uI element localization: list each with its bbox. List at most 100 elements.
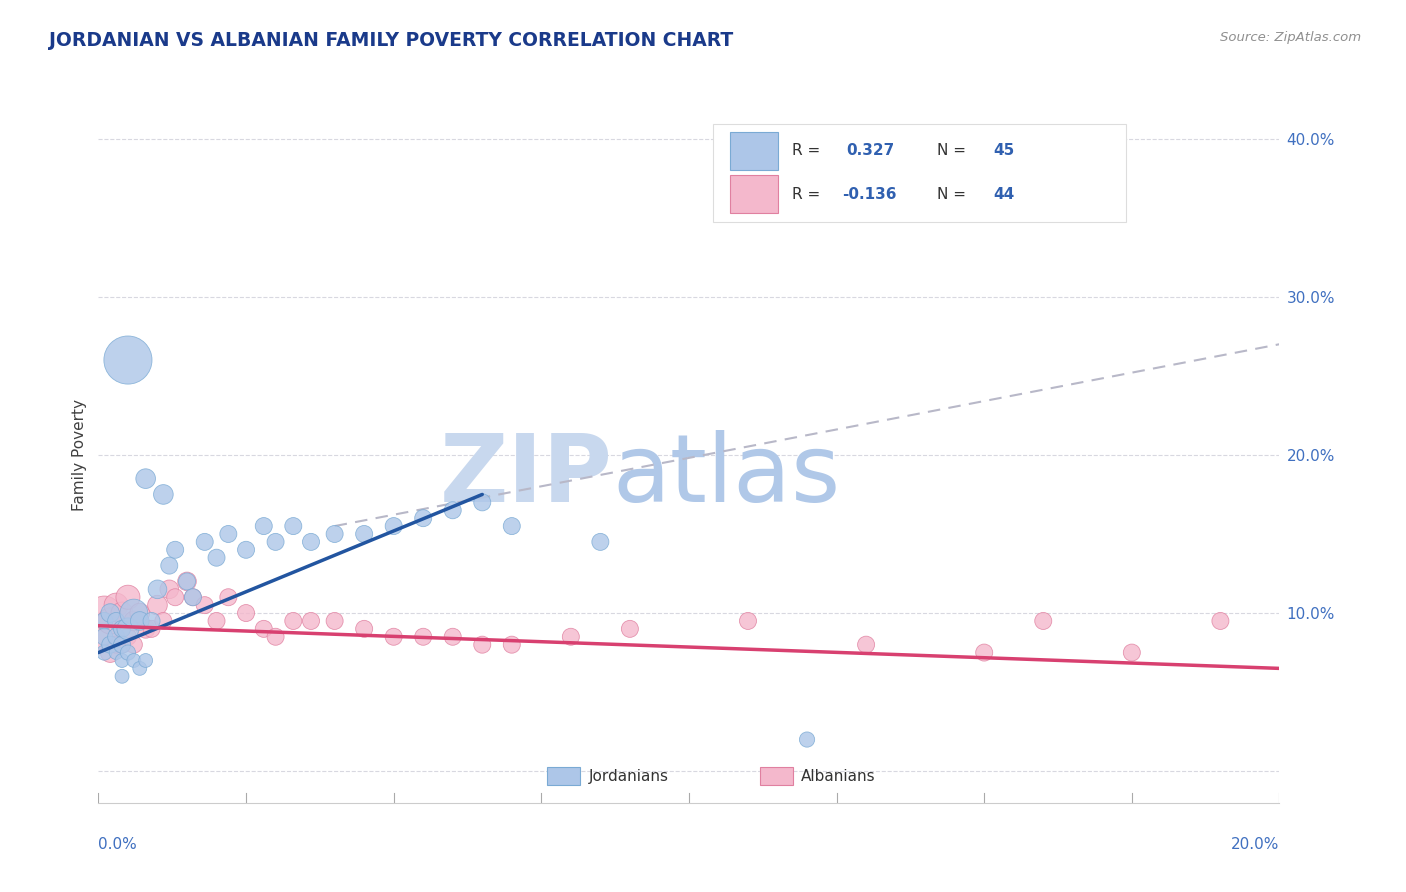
Point <box>471 495 494 509</box>
Point <box>299 534 322 549</box>
FancyBboxPatch shape <box>713 124 1126 222</box>
Text: N =: N = <box>936 186 970 202</box>
Point <box>165 542 187 557</box>
Point <box>117 646 139 660</box>
Point <box>194 534 217 549</box>
Point <box>176 574 198 589</box>
Text: 44: 44 <box>994 186 1015 202</box>
Text: -0.136: -0.136 <box>842 186 897 202</box>
Point <box>441 630 464 644</box>
Point <box>1121 646 1143 660</box>
Point <box>146 582 169 597</box>
Y-axis label: Family Poverty: Family Poverty <box>72 399 87 511</box>
Point <box>353 527 375 541</box>
Point <box>98 638 121 652</box>
Point <box>135 622 157 636</box>
Point <box>471 638 494 652</box>
Text: R =: R = <box>792 144 825 159</box>
Text: JORDANIAN VS ALBANIAN FAMILY POVERTY CORRELATION CHART: JORDANIAN VS ALBANIAN FAMILY POVERTY COR… <box>49 31 734 50</box>
Point <box>135 472 157 486</box>
Text: ZIP: ZIP <box>439 430 612 522</box>
Point <box>205 550 228 565</box>
Point <box>165 591 187 605</box>
Point <box>283 614 305 628</box>
Point <box>235 606 257 620</box>
Text: 20.0%: 20.0% <box>1232 837 1279 852</box>
Text: Source: ZipAtlas.com: Source: ZipAtlas.com <box>1220 31 1361 45</box>
Point <box>93 630 115 644</box>
Point <box>299 614 322 628</box>
Point <box>176 574 198 589</box>
Point <box>264 630 287 644</box>
Point <box>111 669 134 683</box>
Point <box>181 591 204 605</box>
Text: atlas: atlas <box>612 430 841 522</box>
Point <box>157 582 180 597</box>
Point <box>128 606 150 620</box>
FancyBboxPatch shape <box>730 175 778 213</box>
Point <box>146 598 169 612</box>
Text: 45: 45 <box>994 144 1015 159</box>
FancyBboxPatch shape <box>759 767 793 785</box>
Point <box>412 511 434 525</box>
Text: Jordanians: Jordanians <box>589 769 668 784</box>
Point <box>855 638 877 652</box>
Point <box>253 519 276 533</box>
Point <box>105 646 128 660</box>
Point <box>796 732 818 747</box>
Point <box>105 630 128 644</box>
Point <box>117 630 139 644</box>
Point <box>93 646 115 660</box>
Point <box>122 614 145 628</box>
FancyBboxPatch shape <box>730 132 778 170</box>
Point <box>98 614 121 628</box>
Point <box>128 614 150 628</box>
Point <box>737 614 759 628</box>
Point <box>152 487 174 501</box>
Point <box>217 591 239 605</box>
Point <box>560 630 582 644</box>
Point <box>501 519 523 533</box>
Point <box>217 527 239 541</box>
Point <box>117 353 139 368</box>
Point <box>323 614 346 628</box>
Point <box>973 646 995 660</box>
Point <box>105 614 128 628</box>
Point <box>93 614 115 628</box>
Point <box>105 598 128 612</box>
Point <box>589 534 612 549</box>
Point <box>111 638 134 652</box>
Point <box>105 638 128 652</box>
Point <box>157 558 180 573</box>
Point <box>122 638 145 652</box>
Point <box>264 534 287 549</box>
Point <box>93 606 115 620</box>
Point <box>98 646 121 660</box>
Point <box>111 606 134 620</box>
Point <box>181 591 204 605</box>
Point <box>323 527 346 541</box>
Point <box>235 542 257 557</box>
FancyBboxPatch shape <box>547 767 581 785</box>
Point <box>111 638 134 652</box>
Point <box>501 638 523 652</box>
Point <box>111 653 134 667</box>
Point <box>135 653 157 667</box>
Point <box>353 622 375 636</box>
Point <box>128 661 150 675</box>
Point <box>141 622 163 636</box>
Point <box>619 622 641 636</box>
Point <box>93 630 115 644</box>
Point <box>1032 614 1054 628</box>
Point <box>253 622 276 636</box>
Point <box>122 653 145 667</box>
Point <box>111 622 134 636</box>
Point <box>152 614 174 628</box>
Point <box>98 606 121 620</box>
Point <box>441 503 464 517</box>
Point <box>205 614 228 628</box>
Point <box>194 598 217 612</box>
Point <box>283 519 305 533</box>
Point <box>382 630 405 644</box>
Text: 0.0%: 0.0% <box>98 837 138 852</box>
